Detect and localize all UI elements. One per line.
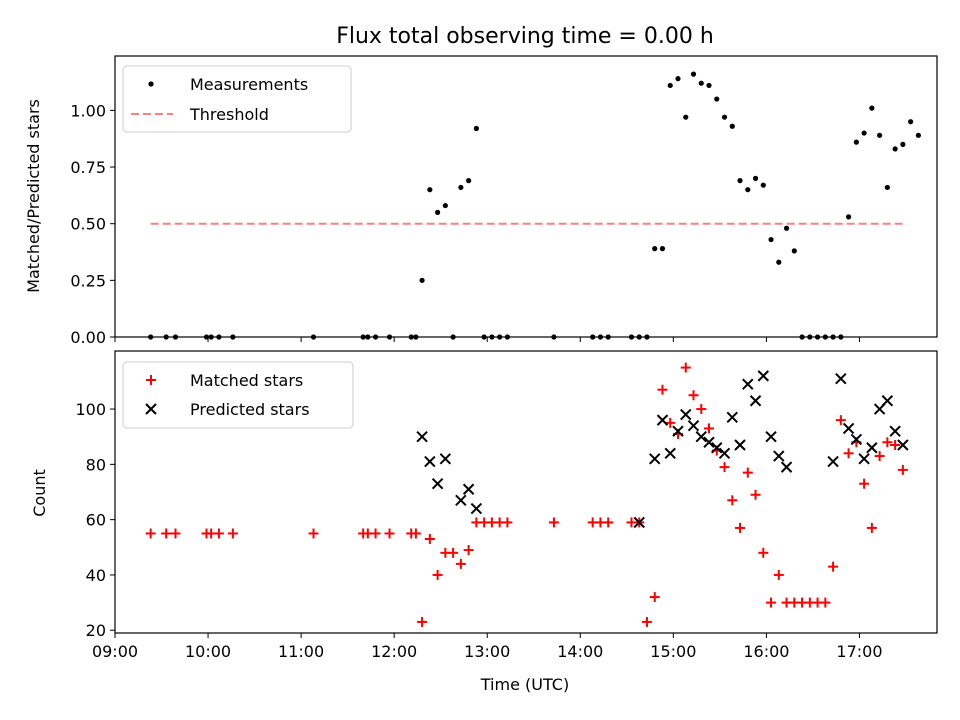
bottom-legend: Matched stars Predicted stars <box>123 362 353 428</box>
measurement-point <box>691 72 696 77</box>
measurement-point <box>761 183 766 188</box>
measurement-point <box>474 126 479 131</box>
x-tick-label: 15:00 <box>650 642 696 661</box>
x-tick-label: 12:00 <box>371 642 417 661</box>
bottom-y-tick-label: 100 <box>75 400 106 419</box>
top-y-tick-label: 0.00 <box>70 328 106 347</box>
measurement-point <box>706 83 711 88</box>
measurement-point <box>652 246 657 251</box>
legend-measurements-label: Measurements <box>190 75 308 94</box>
measurement-point <box>722 115 727 120</box>
x-tick-label: 13:00 <box>464 642 510 661</box>
top-y-tick-label: 0.50 <box>70 215 106 234</box>
chart-figure: Flux total observing time = 0.00 h 0.00 0… <box>0 0 960 720</box>
bottom-y-tick-label: 60 <box>86 511 106 530</box>
measurement-point <box>893 146 898 151</box>
measurement-point <box>792 248 797 253</box>
measurement-point <box>714 96 719 101</box>
measurement-point <box>730 124 735 129</box>
measurement-point <box>776 260 781 265</box>
measurement-point <box>900 142 905 147</box>
measurement-point <box>737 178 742 183</box>
top-y-axis-label: Matched/Predicted stars <box>24 99 43 293</box>
measurement-point <box>745 187 750 192</box>
top-legend: Measurements Threshold <box>123 66 351 132</box>
measurement-point <box>784 226 789 231</box>
measurement-point <box>683 115 688 120</box>
bottom-y-tick-label: 80 <box>86 455 106 474</box>
measurement-point <box>846 214 851 219</box>
top-y-tick-label: 1.00 <box>70 101 106 120</box>
measurement-point <box>753 176 758 181</box>
measurement-point <box>675 76 680 81</box>
measurement-point <box>435 210 440 215</box>
x-axis-label: Time (UTC) <box>480 675 569 694</box>
x-tick-label: 09:00 <box>92 642 138 661</box>
chart-title: Flux total observing time = 0.00 h <box>336 24 714 49</box>
measurement-point <box>668 83 673 88</box>
measurement-point <box>908 119 913 124</box>
measurement-point <box>877 133 882 138</box>
measurement-point <box>419 278 424 283</box>
legend-matched-label: Matched stars <box>190 371 303 390</box>
measurement-point <box>427 187 432 192</box>
bottom-y-axis-label: Count <box>30 469 49 517</box>
measurement-point <box>466 178 471 183</box>
legend-threshold-label: Threshold <box>189 105 269 124</box>
measurement-point <box>699 81 704 86</box>
x-tick-label: 16:00 <box>743 642 789 661</box>
measurement-point <box>854 140 859 145</box>
measurement-point <box>869 106 874 111</box>
x-tick-label: 11:00 <box>278 642 324 661</box>
measurement-point <box>768 237 773 242</box>
measurement-point <box>458 185 463 190</box>
x-tick-label: 17:00 <box>836 642 882 661</box>
measurement-point <box>862 130 867 135</box>
bottom-y-tick-label: 40 <box>86 566 106 585</box>
measurement-point <box>443 203 448 208</box>
measurement-point <box>916 133 921 138</box>
x-tick-label: 10:00 <box>185 642 231 661</box>
x-tick-label: 14:00 <box>557 642 603 661</box>
measurement-point <box>885 185 890 190</box>
legend-predicted-label: Predicted stars <box>190 400 310 419</box>
measurement-point <box>660 246 665 251</box>
top-y-tick-label: 0.25 <box>70 271 106 290</box>
legend-measurements-marker <box>148 81 153 86</box>
bottom-y-tick-label: 20 <box>86 621 106 640</box>
top-y-tick-label: 0.75 <box>70 158 106 177</box>
